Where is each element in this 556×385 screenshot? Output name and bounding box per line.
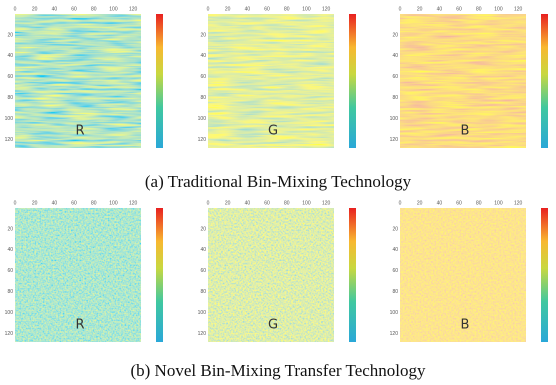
y-tick-label: 20 (392, 226, 398, 232)
y-tick-label: 60 (392, 268, 398, 274)
y-tick-label: 80 (392, 95, 398, 101)
figure: 0 20 40 60 80 100 120 20 40 60 80 100 120 R 0 20 40 60 80 1… (0, 0, 556, 385)
x-tick-label: 80 (284, 200, 290, 206)
channel-label: G (268, 124, 278, 139)
x-tick-label: 120 (322, 6, 331, 12)
x-tick-label: 60 (71, 200, 77, 206)
caption: (a) Traditional Bin-Mixing Technology (145, 172, 412, 191)
colorbar (541, 14, 548, 148)
y-tick-label: 60 (200, 74, 206, 80)
y-tick-label: 40 (392, 247, 398, 253)
y-tick-label: 100 (5, 310, 14, 316)
x-tick-label: 40 (437, 6, 443, 12)
x-tick-label: 0 (399, 200, 402, 206)
y-tick-label: 20 (392, 32, 398, 38)
y-tick-label: 20 (200, 32, 206, 38)
channel-label: B (461, 124, 470, 139)
x-tick-label: 0 (14, 6, 17, 12)
caption: (b) Novel Bin-Mixing Transfer Technology (130, 361, 426, 380)
x-tick-label: 60 (456, 6, 462, 12)
y-tick-label: 40 (200, 53, 206, 59)
y-tick-label: 100 (198, 116, 207, 122)
x-tick-label: 40 (437, 200, 443, 206)
y-tick-label: 80 (7, 289, 13, 295)
y-tick-label: 100 (390, 116, 399, 122)
y-tick-label: 120 (390, 137, 399, 143)
x-tick-label: 120 (322, 200, 331, 206)
x-tick-label: 40 (245, 200, 251, 206)
y-tick-label: 120 (198, 331, 207, 337)
x-tick-label: 120 (514, 6, 523, 12)
x-tick-label: 80 (476, 6, 482, 12)
y-tick-label: 120 (198, 137, 207, 143)
y-tick-label: 40 (200, 247, 206, 253)
channel-label: G (268, 318, 278, 333)
y-tick-label: 120 (5, 137, 14, 143)
x-tick-label: 60 (456, 200, 462, 206)
y-tick-label: 100 (198, 310, 207, 316)
x-tick-label: 120 (129, 6, 138, 12)
y-tick-label: 60 (7, 268, 13, 274)
y-tick-label: 40 (7, 53, 13, 59)
x-tick-label: 100 (302, 200, 311, 206)
x-tick-label: 100 (494, 200, 503, 206)
y-tick-label: 60 (200, 268, 206, 274)
x-tick-label: 40 (245, 6, 251, 12)
x-tick-label: 100 (109, 6, 118, 12)
y-tick-label: 40 (7, 247, 13, 253)
y-tick-label: 20 (7, 226, 13, 232)
y-tick-label: 80 (392, 289, 398, 295)
x-tick-label: 20 (225, 6, 231, 12)
x-tick-label: 60 (264, 200, 270, 206)
x-tick-label: 100 (302, 6, 311, 12)
y-tick-label: 100 (390, 310, 399, 316)
x-tick-label: 0 (14, 200, 17, 206)
y-tick-label: 120 (390, 331, 399, 337)
y-tick-label: 80 (200, 289, 206, 295)
y-tick-label: 60 (7, 74, 13, 80)
channel-label: R (75, 124, 84, 139)
x-tick-label: 60 (71, 6, 77, 12)
x-tick-label: 100 (494, 6, 503, 12)
x-tick-label: 20 (417, 200, 423, 206)
y-tick-label: 120 (5, 331, 14, 337)
x-tick-label: 20 (225, 200, 231, 206)
x-tick-label: 120 (514, 200, 523, 206)
x-tick-label: 0 (207, 200, 210, 206)
x-tick-label: 80 (91, 200, 97, 206)
x-tick-label: 120 (129, 200, 138, 206)
y-tick-label: 20 (200, 226, 206, 232)
y-tick-label: 80 (200, 95, 206, 101)
colorbar (541, 208, 548, 342)
x-tick-label: 60 (264, 6, 270, 12)
channel-label: B (461, 318, 470, 333)
y-tick-label: 100 (5, 116, 14, 122)
y-tick-label: 40 (392, 53, 398, 59)
colorbar (349, 14, 356, 148)
x-tick-label: 20 (32, 6, 38, 12)
colorbar (156, 208, 163, 342)
x-tick-label: 20 (417, 6, 423, 12)
x-tick-label: 40 (52, 200, 58, 206)
y-tick-label: 20 (7, 32, 13, 38)
x-tick-label: 80 (284, 6, 290, 12)
x-tick-label: 20 (32, 200, 38, 206)
y-tick-label: 80 (7, 95, 13, 101)
colorbar (156, 14, 163, 148)
x-tick-label: 0 (207, 6, 210, 12)
x-tick-label: 80 (476, 200, 482, 206)
x-tick-label: 80 (91, 6, 97, 12)
channel-label: R (75, 318, 84, 333)
x-tick-label: 100 (109, 200, 118, 206)
x-tick-label: 40 (52, 6, 58, 12)
x-tick-label: 0 (399, 6, 402, 12)
colorbar (349, 208, 356, 342)
y-tick-label: 60 (392, 74, 398, 80)
